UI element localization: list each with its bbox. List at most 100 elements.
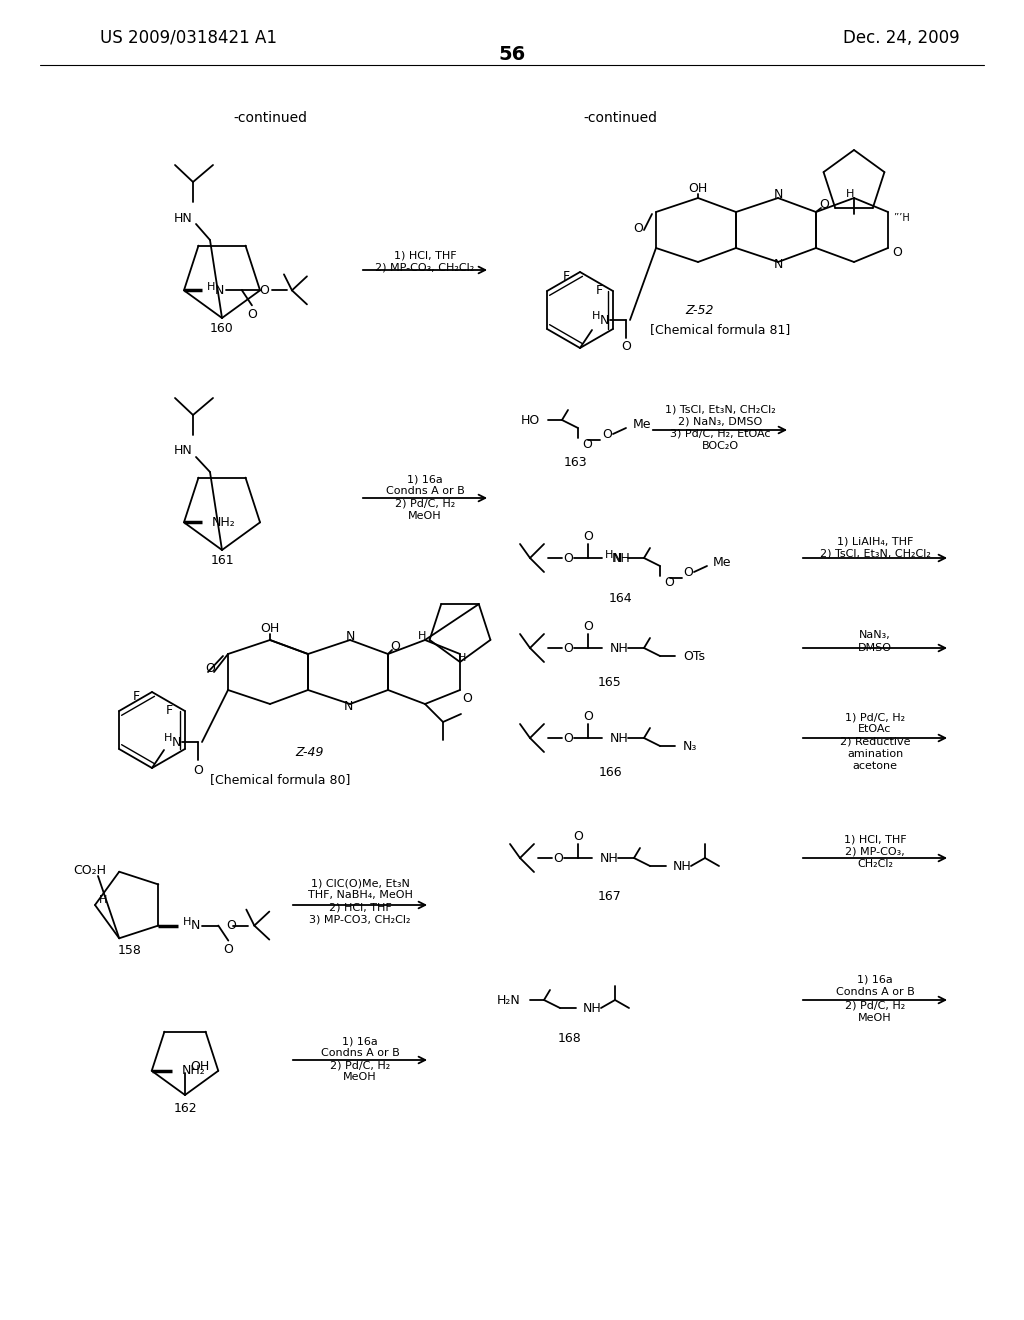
Text: N: N bbox=[214, 284, 223, 297]
Text: 1) HCl, THF: 1) HCl, THF bbox=[393, 251, 457, 261]
Text: 168: 168 bbox=[558, 1031, 582, 1044]
Text: 56: 56 bbox=[499, 45, 525, 65]
Text: N: N bbox=[773, 187, 782, 201]
Text: 1) LiAlH₄, THF: 1) LiAlH₄, THF bbox=[837, 537, 913, 546]
Text: NH₂: NH₂ bbox=[181, 1064, 206, 1077]
Text: O: O bbox=[223, 942, 233, 956]
Text: 2) MP-CO₃,: 2) MP-CO₃, bbox=[845, 847, 905, 857]
Text: acetone: acetone bbox=[853, 762, 897, 771]
Text: 1) 16a: 1) 16a bbox=[857, 975, 893, 985]
Text: Condns A or B: Condns A or B bbox=[321, 1048, 399, 1059]
Text: OH: OH bbox=[190, 1060, 209, 1073]
Text: Condns A or B: Condns A or B bbox=[836, 987, 914, 997]
Text: BOC₂O: BOC₂O bbox=[701, 441, 738, 451]
Text: O: O bbox=[563, 552, 573, 565]
Text: Dec. 24, 2009: Dec. 24, 2009 bbox=[844, 29, 961, 48]
Text: O: O bbox=[633, 222, 643, 235]
Text: H₂N: H₂N bbox=[497, 994, 520, 1006]
Text: N: N bbox=[773, 257, 782, 271]
Text: NH: NH bbox=[583, 1002, 602, 1015]
Text: 164: 164 bbox=[608, 591, 632, 605]
Text: HN: HN bbox=[174, 444, 193, 457]
Text: HO: HO bbox=[520, 413, 540, 426]
Text: CO₂H: CO₂H bbox=[74, 863, 106, 876]
Text: US 2009/0318421 A1: US 2009/0318421 A1 bbox=[100, 29, 278, 48]
Text: 163: 163 bbox=[563, 455, 587, 469]
Text: 1) 16a: 1) 16a bbox=[408, 475, 442, 484]
Text: Z-52: Z-52 bbox=[686, 304, 715, 317]
Text: N: N bbox=[345, 630, 354, 643]
Text: O: O bbox=[819, 198, 829, 210]
Text: CH₂Cl₂: CH₂Cl₂ bbox=[857, 859, 893, 869]
Text: MeOH: MeOH bbox=[343, 1072, 377, 1082]
Text: DMSO: DMSO bbox=[858, 643, 892, 653]
Text: NH: NH bbox=[612, 552, 631, 565]
Text: F: F bbox=[596, 285, 603, 297]
Text: N: N bbox=[599, 314, 608, 326]
Text: N₃: N₃ bbox=[683, 739, 697, 752]
Text: ’’’H: ’’’H bbox=[893, 213, 909, 223]
Text: MeOH: MeOH bbox=[858, 1012, 892, 1023]
Text: O: O bbox=[583, 619, 593, 632]
Text: THF, NaBH₄, MeOH: THF, NaBH₄, MeOH bbox=[307, 890, 413, 900]
Text: 1) ClC(O)Me, Et₃N: 1) ClC(O)Me, Et₃N bbox=[310, 879, 410, 888]
Text: 166: 166 bbox=[598, 766, 622, 779]
Text: [Chemical formula 80]: [Chemical formula 80] bbox=[210, 774, 350, 787]
Text: 158: 158 bbox=[118, 944, 142, 957]
Text: N: N bbox=[171, 735, 180, 748]
Text: O: O bbox=[462, 692, 472, 705]
Text: 2) Pd/C, H₂: 2) Pd/C, H₂ bbox=[395, 499, 455, 510]
Text: -continued: -continued bbox=[583, 111, 657, 125]
Text: OH: OH bbox=[260, 622, 280, 635]
Text: 1) Pd/C, H₂: 1) Pd/C, H₂ bbox=[845, 713, 905, 723]
Text: F: F bbox=[133, 690, 140, 704]
Text: O: O bbox=[582, 437, 592, 450]
Text: O: O bbox=[194, 763, 203, 776]
Text: 2) TsCl, Et₃N, CH₂Cl₂: 2) TsCl, Et₃N, CH₂Cl₂ bbox=[819, 549, 931, 558]
Text: NH: NH bbox=[610, 642, 629, 655]
Text: O: O bbox=[563, 642, 573, 655]
Text: F: F bbox=[563, 271, 570, 284]
Text: Z-49: Z-49 bbox=[296, 746, 325, 759]
Text: H: H bbox=[164, 733, 172, 743]
Text: O: O bbox=[226, 919, 237, 932]
Text: [Chemical formula 81]: [Chemical formula 81] bbox=[650, 323, 791, 337]
Text: amination: amination bbox=[847, 748, 903, 759]
Text: OH: OH bbox=[688, 181, 708, 194]
Text: N: N bbox=[612, 552, 622, 565]
Text: NH: NH bbox=[673, 859, 692, 873]
Text: O: O bbox=[664, 576, 674, 589]
Text: 162: 162 bbox=[173, 1101, 197, 1114]
Text: O: O bbox=[259, 284, 269, 297]
Text: NaN₃,: NaN₃, bbox=[859, 630, 891, 640]
Text: O: O bbox=[583, 710, 593, 722]
Text: O: O bbox=[563, 731, 573, 744]
Text: H: H bbox=[183, 916, 191, 927]
Text: O: O bbox=[205, 661, 215, 675]
Text: NH: NH bbox=[610, 731, 629, 744]
Text: EtOAc: EtOAc bbox=[858, 723, 892, 734]
Text: 2) Pd/C, H₂: 2) Pd/C, H₂ bbox=[845, 1001, 905, 1010]
Text: H: H bbox=[418, 631, 426, 642]
Text: NH₂: NH₂ bbox=[212, 516, 236, 529]
Text: H: H bbox=[605, 550, 613, 560]
Text: 1) HCl, THF: 1) HCl, THF bbox=[844, 836, 906, 845]
Text: O: O bbox=[602, 428, 612, 441]
Text: O: O bbox=[573, 829, 583, 842]
Text: 160: 160 bbox=[210, 322, 233, 334]
Text: HN: HN bbox=[174, 211, 193, 224]
Text: O: O bbox=[892, 246, 902, 259]
Text: MeOH: MeOH bbox=[409, 511, 441, 521]
Text: H: H bbox=[207, 282, 215, 292]
Text: Condns A or B: Condns A or B bbox=[386, 486, 464, 496]
Text: OTs: OTs bbox=[683, 649, 705, 663]
Text: O: O bbox=[622, 339, 631, 352]
Text: O: O bbox=[583, 529, 593, 543]
Text: F: F bbox=[166, 705, 173, 718]
Text: 2) Reductive: 2) Reductive bbox=[840, 737, 910, 747]
Text: 3) MP-CO3, CH₂Cl₂: 3) MP-CO3, CH₂Cl₂ bbox=[309, 913, 411, 924]
Text: 1) TsCl, Et₃N, CH₂Cl₂: 1) TsCl, Et₃N, CH₂Cl₂ bbox=[665, 405, 775, 414]
Text: H: H bbox=[458, 653, 466, 663]
Text: 3) Pd/C, H₂, EtOAc: 3) Pd/C, H₂, EtOAc bbox=[670, 429, 770, 440]
Text: 167: 167 bbox=[598, 890, 622, 903]
